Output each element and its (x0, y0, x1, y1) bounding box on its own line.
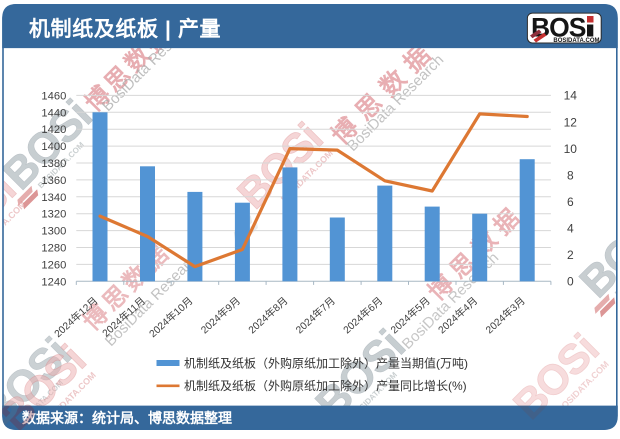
svg-text:8: 8 (567, 168, 574, 182)
svg-text:机制纸及纸板 | 产量: 机制纸及纸板 | 产量 (29, 17, 221, 41)
svg-text:1280: 1280 (41, 243, 66, 255)
svg-text:2: 2 (567, 248, 574, 262)
svg-text:1400: 1400 (41, 141, 66, 153)
svg-text:10: 10 (564, 142, 578, 156)
svg-text:6: 6 (567, 195, 574, 209)
svg-text:1260: 1260 (41, 259, 66, 271)
svg-text:数据来源：统计局、博思数据整理: 数据来源：统计局、博思数据整理 (22, 410, 232, 426)
svg-text:0: 0 (567, 275, 574, 289)
svg-text:1360: 1360 (41, 175, 66, 187)
svg-text:12: 12 (564, 115, 578, 129)
svg-text:1340: 1340 (41, 192, 66, 204)
svg-text:14: 14 (564, 89, 578, 103)
svg-text:4: 4 (567, 222, 574, 236)
svg-text:机制纸及纸板（外购原纸加工除外）产量同比增长(%): 机制纸及纸板（外购原纸加工除外）产量同比增长(%) (184, 378, 467, 393)
svg-text:1420: 1420 (41, 124, 66, 136)
svg-text:1460: 1460 (41, 90, 66, 102)
svg-text:BOSIDATA.COM: BOSIDATA.COM (553, 38, 599, 44)
svg-text:1320: 1320 (41, 209, 66, 221)
svg-text:机制纸及纸板（外购原纸加工除外）产量当期值(万吨): 机制纸及纸板（外购原纸加工除外）产量当期值(万吨) (184, 355, 468, 370)
svg-text:1440: 1440 (41, 107, 66, 119)
svg-text:1380: 1380 (41, 158, 66, 170)
svg-text:1240: 1240 (41, 276, 66, 288)
svg-text:1300: 1300 (41, 226, 66, 238)
